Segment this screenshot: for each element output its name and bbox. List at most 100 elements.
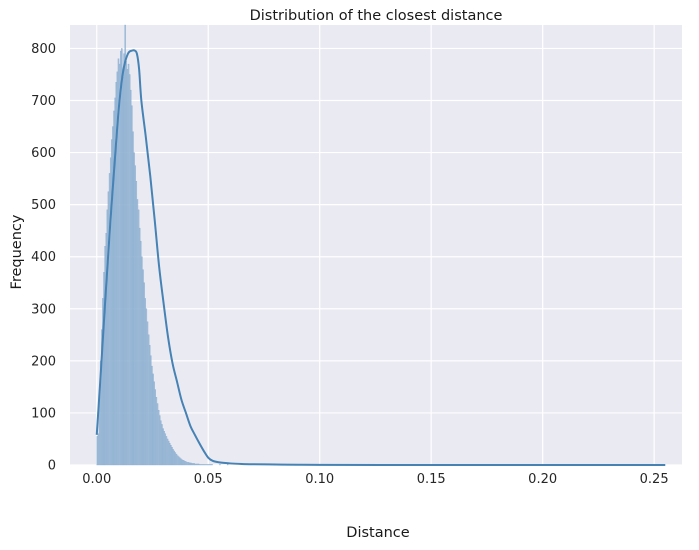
histogram-bar xyxy=(151,365,153,466)
histogram-bar xyxy=(126,69,129,466)
y-tick-label: 700 xyxy=(31,94,56,109)
y-tick-label: 300 xyxy=(31,302,56,317)
histogram-bar xyxy=(211,464,213,466)
histogram-bar xyxy=(142,269,144,466)
histogram-bar xyxy=(127,63,130,466)
histogram-bar xyxy=(133,152,135,466)
histogram-bar xyxy=(97,433,100,466)
histogram-bar xyxy=(195,463,198,466)
histogram-bar xyxy=(200,464,202,466)
histogram-bar xyxy=(194,463,197,466)
x-tick-label: 0.15 xyxy=(417,472,446,487)
histogram-bar xyxy=(135,181,138,466)
histogram-bar xyxy=(128,74,131,466)
histogram-bar xyxy=(138,227,141,466)
histogram-bar xyxy=(137,209,140,466)
y-tick-labels: 0 100 200 300 400 500 600 700 800 xyxy=(31,42,56,474)
histogram-bar xyxy=(191,463,193,466)
histogram-bar xyxy=(174,452,177,466)
histogram-bar xyxy=(166,438,169,466)
histogram-bar xyxy=(193,463,196,466)
histogram-bar xyxy=(208,464,210,466)
y-tick-label: 800 xyxy=(31,42,56,57)
histogram-bar xyxy=(130,89,132,466)
histogram-bar xyxy=(190,462,192,466)
histogram-bar xyxy=(173,450,175,466)
y-tick-label: 200 xyxy=(31,354,56,369)
histogram-bars xyxy=(96,24,229,466)
histogram-bar xyxy=(169,442,171,466)
x-tick-label: 0.10 xyxy=(305,472,334,487)
x-tick-label: 0.25 xyxy=(640,472,669,487)
histogram-bar xyxy=(199,464,201,466)
histogram-bar xyxy=(147,334,150,466)
histogram-bar xyxy=(186,462,189,466)
y-tick-label: 600 xyxy=(31,146,56,161)
chart-title: Distribution of the closest distance xyxy=(250,8,503,24)
histogram-bar xyxy=(144,298,146,466)
x-axis-label: Distance xyxy=(346,525,409,541)
histogram-bar xyxy=(141,256,143,466)
histogram-bar xyxy=(183,460,185,466)
histogram-bar xyxy=(162,428,164,466)
histogram-bar xyxy=(177,456,180,466)
histogram-bar xyxy=(184,461,187,466)
histogram-bar xyxy=(131,105,133,466)
histogram-bar xyxy=(132,131,134,466)
histogram-bar xyxy=(198,463,200,466)
x-tick-label: 0.20 xyxy=(528,472,557,487)
x-tick-label: 0.00 xyxy=(82,472,111,487)
x-tick-labels: 0.00 0.05 0.10 0.15 0.20 0.25 xyxy=(82,472,668,487)
histogram-bar xyxy=(172,449,174,466)
y-tick-label: 100 xyxy=(31,406,56,421)
y-axis-label: Frequency xyxy=(9,214,25,289)
histogram-bar xyxy=(152,373,154,466)
histogram-bar xyxy=(210,464,212,466)
histogram-bar xyxy=(196,463,199,466)
histogram-bar xyxy=(179,457,181,466)
histogram-bar xyxy=(145,308,148,466)
histogram-bar xyxy=(163,431,165,466)
histogram-bar xyxy=(156,403,159,466)
histogram-bar xyxy=(146,321,149,466)
y-tick-label: 500 xyxy=(31,198,56,213)
histogram-bar xyxy=(121,48,123,466)
grid-lines xyxy=(70,25,682,466)
histogram-bar xyxy=(153,381,155,466)
histogram-bar xyxy=(136,199,139,466)
histogram-bar xyxy=(188,462,190,466)
histogram-bar xyxy=(227,464,229,466)
histogram-bar xyxy=(167,440,170,466)
histogram-bar xyxy=(202,464,204,466)
histogram-bar xyxy=(203,464,206,466)
histogram-bar xyxy=(96,436,99,466)
histogram-bar xyxy=(170,445,172,466)
histogram-bar xyxy=(125,61,128,466)
histogram-bar xyxy=(150,355,152,466)
histogram-bar xyxy=(124,24,126,466)
histogram-bar xyxy=(120,50,122,466)
histogram-bar xyxy=(219,464,221,466)
histogram-bar xyxy=(164,433,167,466)
histogram-bar xyxy=(159,415,161,466)
histogram-bar xyxy=(205,464,208,466)
histogram-bar xyxy=(206,464,209,466)
histogram-bar xyxy=(181,459,183,466)
histogram-bar xyxy=(104,246,106,466)
x-tick-label: 0.05 xyxy=(194,472,223,487)
histogram-bar xyxy=(209,464,211,466)
kde-curve xyxy=(95,49,666,467)
histogram-bar xyxy=(148,345,151,466)
histogram-bar xyxy=(134,165,136,466)
histogram-bar xyxy=(175,453,178,466)
histogram-bar xyxy=(171,447,173,466)
histogram-bar xyxy=(180,458,182,466)
histogram-bar xyxy=(161,424,163,466)
histogram-bar xyxy=(140,240,142,466)
histogram-bar xyxy=(185,461,188,466)
histogram-bar xyxy=(201,464,203,466)
histogram-bar xyxy=(154,389,156,466)
y-tick-label: 400 xyxy=(31,250,56,265)
histogram-bar xyxy=(176,455,179,466)
